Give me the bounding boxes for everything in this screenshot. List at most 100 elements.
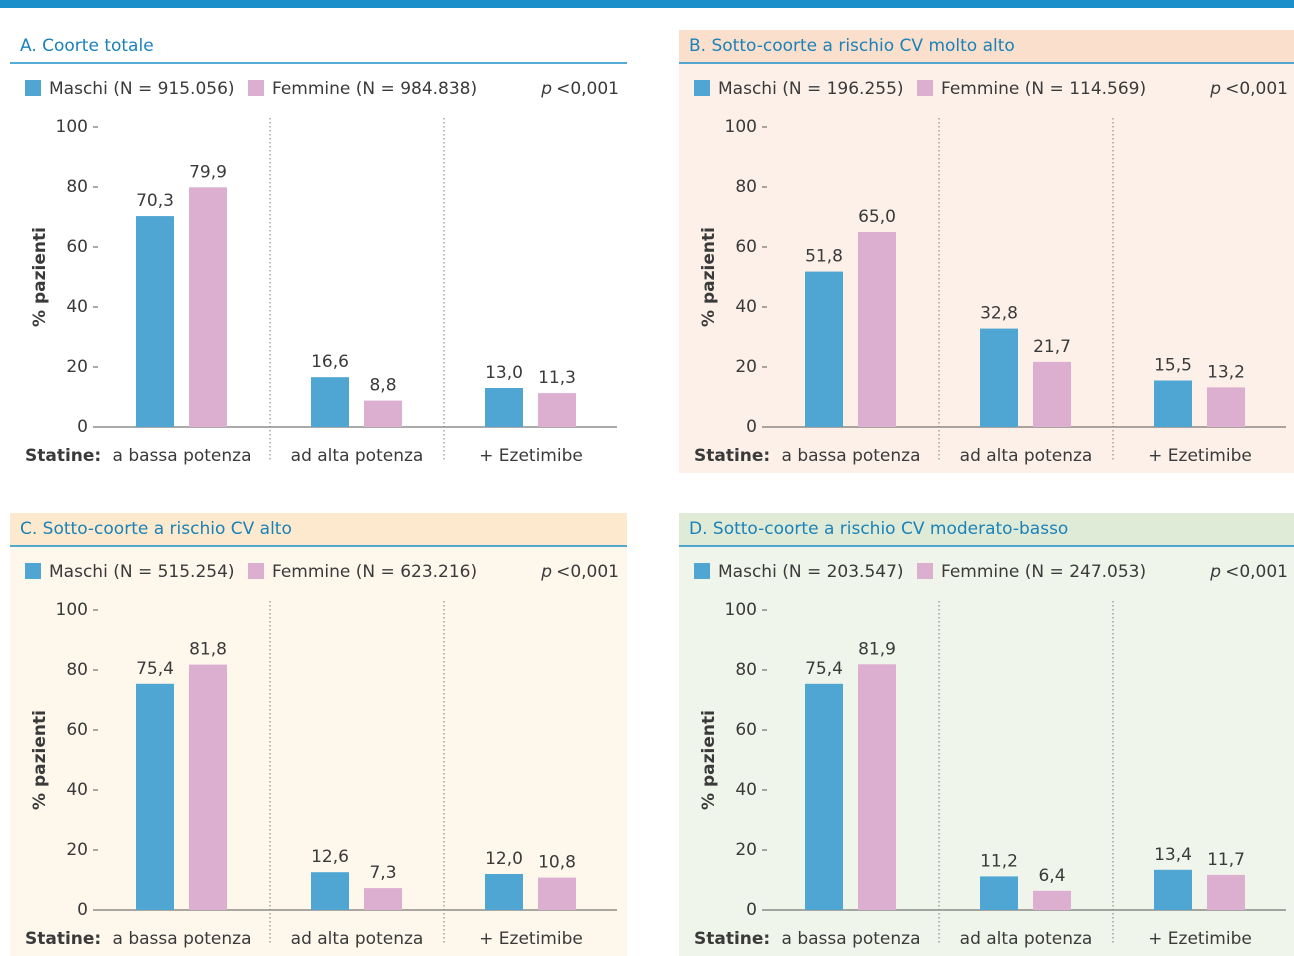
bar (485, 388, 523, 427)
p-text: <0,001 (1225, 79, 1288, 99)
y-tick-label: 100 (725, 600, 757, 620)
legend-label: Maschi (N = 915.056) (49, 79, 235, 99)
x-axis-prefix: Statine: (25, 446, 101, 466)
x-axis-prefix: Statine: (694, 929, 770, 949)
panel-title: C. Sotto-coorte a rischio CV alto (20, 519, 292, 539)
bar (189, 664, 227, 910)
y-tick-label: 0 (77, 900, 88, 920)
legend-label: Femmine (N = 984.838) (272, 79, 477, 99)
bar-value-label: 16,6 (311, 352, 349, 372)
bar (485, 874, 523, 910)
bar (805, 683, 843, 910)
top-bar (0, 0, 1294, 8)
bar-value-label: 12,0 (485, 849, 523, 869)
legend-label: Femmine (N = 247.053) (941, 562, 1146, 582)
x-axis-prefix: Statine: (694, 446, 770, 466)
bar-value-label: 13,0 (485, 363, 523, 383)
bar (311, 872, 349, 910)
bar-value-label: 32,8 (980, 304, 1018, 324)
y-tick-label: 100 (56, 117, 88, 137)
bar-value-label: 11,2 (980, 851, 1018, 871)
bar-value-label: 8,8 (369, 376, 396, 396)
bar (538, 393, 576, 427)
legend-swatch (248, 563, 264, 579)
bar-value-label: 15,5 (1154, 356, 1192, 376)
legend-label: Maschi (N = 515.254) (49, 562, 235, 582)
y-axis-label: % pazienti (30, 710, 50, 810)
panel-header (10, 30, 627, 63)
x-tick-label: ad alta potenza (960, 446, 1093, 466)
y-tick-label: 20 (66, 357, 88, 377)
p-value: p <0,001 (540, 79, 619, 99)
y-tick-label: 40 (735, 780, 757, 800)
panel-header (10, 513, 627, 546)
bar (1207, 874, 1245, 910)
y-tick-label: 0 (746, 900, 757, 920)
bar-value-label: 65,0 (858, 207, 896, 227)
x-tick-label: ad alta potenza (291, 929, 424, 949)
p-symbol: p (540, 562, 552, 582)
legend-label: Maschi (N = 203.547) (718, 562, 904, 582)
bar-value-label: 13,4 (1154, 845, 1192, 865)
x-tick-label: + Ezetimibe (479, 446, 583, 466)
legend-swatch (694, 563, 710, 579)
panel: C. Sotto-coorte a rischio CV alto Maschi … (10, 513, 627, 956)
bar (364, 400, 402, 427)
p-text: <0,001 (556, 79, 619, 99)
bar (1154, 869, 1192, 910)
y-axis-label: % pazienti (699, 227, 719, 327)
bar (1033, 890, 1071, 910)
bar-value-label: 79,9 (189, 162, 227, 182)
bar (858, 664, 896, 910)
y-axis-label: % pazienti (30, 227, 50, 327)
y-tick-label: 80 (735, 660, 757, 680)
bar (136, 683, 174, 910)
y-tick-label: 0 (746, 417, 757, 437)
x-tick-label: + Ezetimibe (1148, 929, 1252, 949)
y-tick-label: 40 (66, 297, 88, 317)
bar (1033, 361, 1071, 427)
x-tick-label: a bassa potenza (782, 929, 921, 949)
bar (364, 888, 402, 910)
y-tick-label: 20 (735, 357, 757, 377)
y-tick-label: 80 (66, 660, 88, 680)
x-tick-label: ad alta potenza (291, 446, 424, 466)
x-tick-label: ad alta potenza (960, 929, 1093, 949)
bar-value-label: 21,7 (1033, 337, 1071, 357)
y-tick-label: 60 (735, 237, 757, 257)
legend-label: Femmine (N = 623.216) (272, 562, 477, 582)
x-tick-label: a bassa potenza (113, 929, 252, 949)
y-tick-label: 60 (735, 720, 757, 740)
y-tick-label: 60 (66, 237, 88, 257)
legend-swatch (25, 80, 41, 96)
y-tick-label: 40 (735, 297, 757, 317)
p-value: p <0,001 (1209, 562, 1288, 582)
bar (980, 876, 1018, 910)
p-text: <0,001 (556, 562, 619, 582)
panel: A. Coorte totale Maschi (N = 915.056) Femm… (10, 30, 627, 473)
x-axis-prefix: Statine: (25, 929, 101, 949)
x-tick-label: a bassa potenza (113, 446, 252, 466)
bar-value-label: 81,8 (189, 640, 227, 660)
p-value: p <0,001 (1209, 79, 1288, 99)
p-symbol: p (540, 79, 552, 99)
bar-value-label: 13,2 (1207, 362, 1245, 382)
bar-value-label: 7,3 (369, 863, 396, 883)
bar-value-label: 70,3 (136, 191, 174, 211)
y-tick-label: 40 (66, 780, 88, 800)
y-tick-label: 80 (66, 177, 88, 197)
bar-value-label: 11,7 (1207, 850, 1245, 870)
bar (538, 877, 576, 910)
y-tick-label: 100 (56, 600, 88, 620)
bar-value-label: 75,4 (805, 659, 843, 679)
bar-value-label: 51,8 (805, 247, 843, 267)
bar-value-label: 11,3 (538, 368, 576, 388)
y-tick-label: 20 (735, 840, 757, 860)
legend-label: Femmine (N = 114.569) (941, 79, 1146, 99)
x-tick-label: + Ezetimibe (479, 929, 583, 949)
panel-title: A. Coorte totale (20, 36, 154, 56)
bar (136, 216, 174, 427)
p-symbol: p (1209, 562, 1221, 582)
bar-value-label: 81,9 (858, 639, 896, 659)
bar-value-label: 6,4 (1038, 866, 1065, 886)
